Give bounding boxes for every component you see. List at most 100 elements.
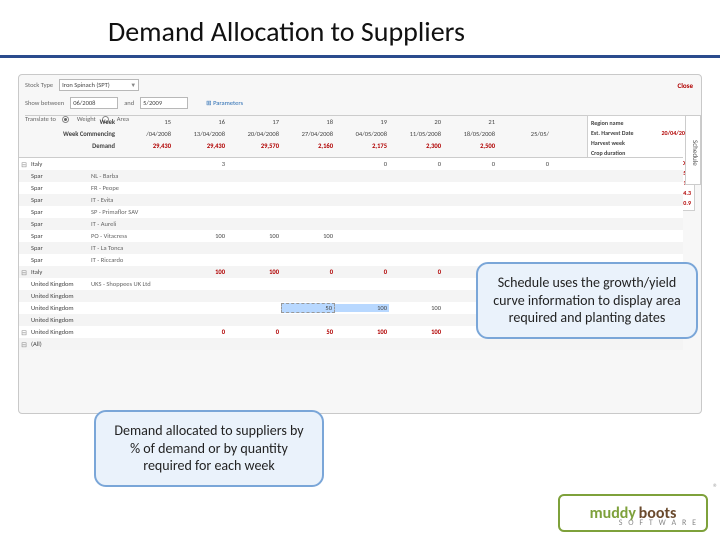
wc-1: 13/04/2008: [173, 130, 227, 138]
row-region: Spar: [29, 208, 89, 216]
grid-cell[interactable]: 100: [335, 304, 389, 312]
d-0: 29,430: [119, 142, 173, 150]
row-supplier: FR - Peope: [89, 184, 173, 192]
table-row[interactable]: SparPO - Vitacress100100100: [19, 230, 683, 242]
parameters-toggle[interactable]: ⊞ Parameters: [206, 99, 243, 107]
callout-demand: Demand allocated to suppliers by % of de…: [94, 410, 324, 487]
table-row[interactable]: SparFR - Peope: [19, 182, 683, 194]
row-region: United Kingdom: [29, 280, 89, 288]
row-supplier: SP - Primaflor SAV: [89, 208, 173, 216]
logo-software: S O F T W A R E: [619, 518, 698, 528]
week-18: 18: [281, 118, 335, 126]
grid-cell[interactable]: 0: [173, 328, 227, 336]
table-row[interactable]: ⊟(All): [19, 338, 683, 350]
grid-cell[interactable]: 3: [173, 160, 227, 168]
grid-cell[interactable]: 100: [173, 232, 227, 240]
row-region: Italy: [29, 160, 89, 168]
week-15: 15: [119, 118, 173, 126]
d-2: 29,570: [227, 142, 281, 150]
close-button[interactable]: Close: [677, 81, 693, 90]
grid-cell[interactable]: 100: [173, 268, 227, 276]
grid-cell[interactable]: 50: [281, 328, 335, 336]
wc-6: 18/05/2008: [443, 130, 497, 138]
expand-icon[interactable]: ⊟: [19, 328, 29, 337]
d-4: 2,175: [335, 142, 389, 150]
grid-cell[interactable]: 0: [389, 160, 443, 168]
hw-lbl: Harvest week: [591, 138, 625, 148]
stock-type-value: Iron Spinach (SPT): [62, 81, 110, 89]
grid-cell[interactable]: 50: [281, 303, 335, 313]
row-region: United Kingdom: [29, 292, 89, 300]
wc-label: Week Commencing: [25, 130, 119, 138]
date-from-input[interactable]: 06/2008: [70, 97, 118, 109]
grid-cell[interactable]: 0: [497, 160, 551, 168]
stock-type-label: Stock Type: [25, 81, 53, 89]
region-name-lbl: Region name: [591, 118, 624, 128]
row-region: Spar: [29, 220, 89, 228]
ehd-lbl: Est. Harvest Date: [591, 128, 634, 138]
grid-cell[interactable]: 100: [227, 232, 281, 240]
grid-cell[interactable]: 0: [227, 328, 281, 336]
row-region: Italy: [29, 268, 89, 276]
grid-cell[interactable]: 0: [389, 268, 443, 276]
expand-icon[interactable]: ⊟: [19, 268, 29, 277]
expand-icon[interactable]: ⊟: [19, 340, 29, 349]
slide-title: Demand Allocation to Suppliers: [0, 0, 720, 55]
app-window: Close Stock Type Iron Spinach (SPT) ▼ Sh…: [18, 74, 702, 414]
wc-4: 04/05/2008: [335, 130, 389, 138]
d-5: 2,300: [389, 142, 443, 150]
grid-cell[interactable]: 0: [335, 160, 389, 168]
controls-row-2: Show between 06/2008 and 5/2009 ⊞ Parame…: [19, 93, 701, 111]
row-supplier: UKS - Shoppees UK Ltd: [89, 280, 173, 288]
row-supplier: IT - Evita: [89, 196, 173, 204]
demand-row: Demand 29,430 29,430 29,570 2,160 2,175 …: [25, 140, 677, 152]
table-row[interactable]: ⊟Italy30000: [19, 158, 683, 170]
grid-cell[interactable]: 100: [389, 304, 443, 312]
wc-5: 11/05/2008: [389, 130, 443, 138]
row-region: Spar: [29, 184, 89, 192]
date-from-value: 06/2008: [73, 99, 95, 107]
d-3: 2,160: [281, 142, 335, 150]
week-21: 21: [443, 118, 497, 126]
table-row[interactable]: SparSP - Primaflor SAV: [19, 206, 683, 218]
grid-cell[interactable]: 100: [389, 328, 443, 336]
week-label: Week: [25, 118, 119, 126]
wc-2: 20/04/2008: [227, 130, 281, 138]
schedule-tab[interactable]: Schedule: [685, 115, 701, 185]
row-region: Spar: [29, 244, 89, 252]
stock-type-select[interactable]: Iron Spinach (SPT) ▼: [59, 79, 139, 91]
row-region: Spar: [29, 256, 89, 264]
table-row[interactable]: SparIT - Aureli: [19, 218, 683, 230]
d-1: 29,430: [173, 142, 227, 150]
callout-schedule: Schedule uses the growth/yield curve inf…: [476, 262, 698, 339]
row-supplier: NL - Barba: [89, 172, 173, 180]
grid-cell[interactable]: 100: [281, 232, 335, 240]
table-row[interactable]: SparIT - La Tonca: [19, 242, 683, 254]
row-supplier: IT - La Tonca: [89, 244, 173, 252]
controls-row-1: Stock Type Iron Spinach (SPT) ▼: [19, 75, 701, 93]
row-region: (All): [29, 340, 89, 348]
table-row[interactable]: SparNL - Barba: [19, 170, 683, 182]
week-17: 17: [227, 118, 281, 126]
grid-cell[interactable]: 0: [443, 160, 497, 168]
row-region: Spar: [29, 196, 89, 204]
date-to-input[interactable]: 5/2009: [140, 97, 188, 109]
and-label: and: [124, 99, 134, 107]
parameters-label: Parameters: [213, 99, 243, 107]
grid-cell[interactable]: 100: [227, 268, 281, 276]
row-region: Spar: [29, 232, 89, 240]
week-16: 16: [173, 118, 227, 126]
expand-icon[interactable]: ⊟: [19, 160, 29, 169]
logo: muddy boots S O F T W A R E: [558, 494, 708, 532]
row-region: United Kingdom: [29, 316, 89, 324]
grid-cell[interactable]: 100: [335, 328, 389, 336]
grid-cell[interactable]: 0: [281, 268, 335, 276]
table-row[interactable]: SparIT - Evita: [19, 194, 683, 206]
wc-0: /04/2008: [119, 130, 173, 138]
demand-label: Demand: [25, 142, 119, 150]
registered-icon: ®: [713, 481, 718, 494]
row-region: United Kingdom: [29, 304, 89, 312]
week-row: Week 15 16 17 18 19 20 21: [25, 116, 677, 128]
grid-cell[interactable]: 0: [335, 268, 389, 276]
wc-7: 25/05/: [497, 130, 551, 138]
